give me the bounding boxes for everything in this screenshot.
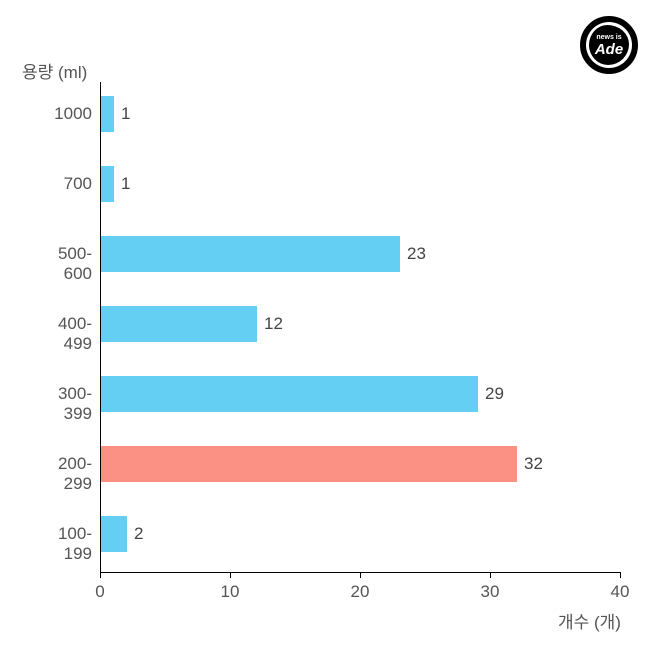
brand-logo-inner: news is Ade (586, 22, 632, 68)
bar-value-label: 2 (134, 524, 143, 544)
x-tick (230, 572, 231, 578)
bar (101, 376, 478, 412)
bar-value-label: 23 (407, 244, 426, 264)
y-tick-label: 700 (64, 174, 92, 194)
brand-logo: news is Ade (580, 16, 638, 74)
y-tick-label: 1000 (54, 104, 92, 124)
bar (101, 306, 257, 342)
x-axis-title: 개수 (개) (558, 608, 621, 633)
bar-value-label: 29 (485, 384, 504, 404)
x-tick (490, 572, 491, 578)
y-tick-label: 500-600 (58, 244, 92, 284)
bar-value-label: 32 (524, 454, 543, 474)
y-tick-label: 200-299 (58, 454, 92, 494)
bar (101, 516, 127, 552)
x-tick-label: 0 (95, 582, 104, 602)
bar (101, 96, 114, 132)
y-tick-label: 400-499 (58, 314, 92, 354)
bar-value-label: 12 (264, 314, 283, 334)
x-tick-label: 30 (481, 582, 500, 602)
bar-value-label: 1 (121, 174, 130, 194)
brand-logo-blob: news is Ade (589, 25, 629, 65)
bar (101, 236, 400, 272)
bar (101, 446, 517, 482)
bar-chart: 100017001500-60023400-49912300-39929200-… (100, 82, 620, 572)
x-tick (360, 572, 361, 578)
y-tick-label: 300-399 (58, 384, 92, 424)
bar-value-label: 1 (121, 104, 130, 124)
y-tick-label: 100-199 (58, 524, 92, 564)
bar (101, 166, 114, 202)
x-tick (620, 572, 621, 578)
brand-logo-text: Ade (595, 42, 623, 57)
x-tick-label: 40 (611, 582, 630, 602)
x-tick-label: 10 (221, 582, 240, 602)
y-axis-title: 용량 (ml) (22, 58, 87, 83)
x-tick (100, 572, 101, 578)
brand-logo-subtext: news is (596, 34, 621, 41)
x-tick-label: 20 (351, 582, 370, 602)
